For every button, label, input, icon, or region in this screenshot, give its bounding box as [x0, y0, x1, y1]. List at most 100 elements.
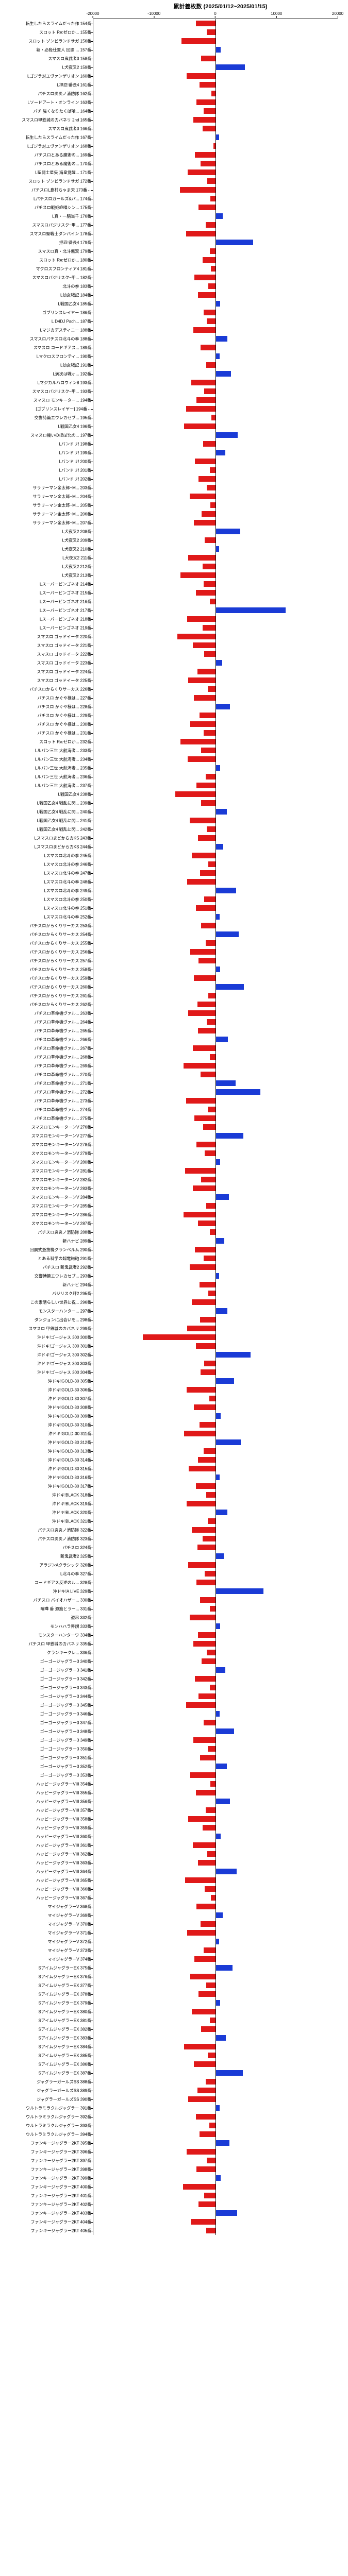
bar [210, 1229, 216, 1235]
row-label: ファンキージャグラー2KT 396番 [30, 2149, 91, 2155]
row-label: ゴーゴージャグラー3 346番 [40, 1711, 91, 1717]
data-row: ファンキージャグラー2KT 405番 [93, 2226, 338, 2235]
row-label: スロット ゾンビランドサガ 172番 [28, 178, 91, 184]
data-row: L犬夜叉2 213番 [93, 571, 338, 580]
row-label: 新ハナビ 289番 [62, 1238, 91, 1244]
bar [216, 660, 222, 666]
data-row: Lマクロスフロンティ... 190番 [93, 352, 338, 361]
row-label: スロット Re:ゼロか... 180番 [39, 257, 91, 263]
data-row: スロット Re:ゼロか... 155番 [93, 28, 338, 37]
row-label: スマスロモンキーターンV 280番 [31, 1159, 91, 1165]
data-row: SアイムジャグラーEX 384番 [93, 2042, 338, 2051]
row-label: Lスーパービンゴネオ 215番 [40, 590, 91, 596]
data-row: ハッピージャグラーVIII 362番 [93, 1850, 338, 1858]
data-row: L戦国乙女4 196番 [93, 422, 338, 431]
row-label: ハッピージャグラーVIII 354番 [36, 1781, 91, 1787]
row-label: パチスロからくりサーカス 253番 [29, 923, 91, 928]
data-row: ゴーゴージャグラー3 347番 [93, 1718, 338, 1727]
row-label: 沖ドキ!BLACK 321番 [52, 1518, 91, 1524]
data-row: Lスマスロ北斗の拳 249番 [93, 886, 338, 895]
data-row: スマスロ ゴッドイータ 223番 [93, 658, 338, 667]
row-label: スマスロ甲鉄城のカバネリ 2nd 165番 [22, 117, 91, 123]
bar [204, 310, 216, 316]
data-row: 沖ドキ!GOLD-30 309番 [93, 1412, 338, 1420]
bar [183, 2184, 216, 2190]
row-label: マイジャグラーV 369番 [47, 1912, 91, 1918]
row-label: パチスロからくりサーカス 257番 [29, 958, 91, 963]
row-tick [91, 1880, 93, 1881]
data-row: パチスロ戦姫絶唱シン... 175番 [93, 203, 338, 212]
bar [216, 1080, 236, 1087]
bar [208, 861, 215, 868]
data-row: スマスロモンキーターンV 277番 [93, 1131, 338, 1140]
bar [211, 415, 215, 421]
bar [216, 529, 241, 535]
row-label: スマスロ聖戦士ダンバイン 178番 [30, 231, 91, 236]
row-label: コードギアス反逆のル... 328番 [35, 1580, 91, 1585]
bar [207, 178, 215, 184]
row-label: バジリスク絆2 295番 [52, 1291, 91, 1296]
row-label: スマスロ ゴッドイータ 224番 [37, 669, 91, 674]
row-tick [91, 549, 93, 550]
data-row: L満次は戦ヶ... 192番 [93, 369, 338, 378]
data-row: サラリーマン金太郎~M... 203番 [93, 483, 338, 492]
data-row: L聖闘士星矢 海皇覚醒... 171番 [93, 168, 338, 177]
row-tick [91, 1600, 93, 1601]
bar [204, 388, 215, 395]
row-tick [91, 1302, 93, 1303]
row-tick [91, 978, 93, 979]
data-row: Lパチスロガールズ&パ... 174番 [93, 194, 338, 203]
data-row: 沖ドキ!GOLD-30 313番 [93, 1447, 338, 1455]
bar [202, 511, 215, 517]
bar [200, 82, 216, 88]
data-row: Lソードアート・オンライン 163番 [93, 98, 338, 107]
bar [198, 958, 215, 964]
row-label: パチスロ かぐや様は... 227番 [38, 695, 91, 701]
row-tick [91, 987, 93, 988]
data-row: Lスーパービンゴネオ 218番 [93, 615, 338, 623]
row-tick [91, 2064, 93, 2065]
bar [216, 1194, 229, 1200]
bar [216, 1439, 241, 1446]
row-label: ファンキージャグラー2KT 404番 [30, 2219, 91, 2225]
data-row: スロット ゾンビランドサガ 172番 [93, 177, 338, 185]
bar [206, 774, 216, 780]
bar [216, 1133, 244, 1139]
row-label: 沖ドキ!GOLD-30 317番 [48, 1483, 91, 1489]
bar [206, 940, 216, 946]
bar [216, 1939, 219, 1945]
bar [216, 1553, 224, 1560]
data-row: パチスロからくりサーカス 257番 [93, 956, 338, 965]
row-label: マイジャグラーV 370番 [47, 1921, 91, 1927]
row-tick [91, 181, 93, 182]
data-row: 転生したらスライムだった作 167番 [93, 133, 338, 142]
bar [201, 161, 216, 167]
bar [207, 1019, 216, 1025]
row-tick [91, 2152, 93, 2153]
row-label: SアイムジャグラーEX 378番 [38, 1991, 91, 1997]
row-label: パチスロ かぐや様は... 231番 [38, 730, 91, 736]
bar [210, 1054, 216, 1060]
row-tick [91, 829, 93, 830]
data-row: パチスロ革命機ヴァル... 269番 [93, 1061, 338, 1070]
bar [201, 800, 215, 806]
row-tick [91, 1810, 93, 1811]
data-row: スマスロ ゴッドイータ 222番 [93, 650, 338, 658]
bar [210, 1606, 216, 1612]
data-row: ウルトラミラクルジャグラー 393番 [93, 2121, 338, 2130]
row-tick [91, 1022, 93, 1023]
bar [180, 187, 216, 193]
row-label: スマスロ鬼武者3 158番 [48, 56, 91, 61]
bar [203, 257, 216, 263]
data-row: 沖ドキ!ゴージャス 300 304番 [93, 1368, 338, 1377]
data-row: サラリーマン金太郎~M... 207番 [93, 518, 338, 527]
data-row: L犬夜叉2 209番 [93, 536, 338, 545]
data-row: 沖ドキ!GOLD-30 305番 [93, 1377, 338, 1385]
row-label: Lスマスロ北斗の拳 251番 [44, 905, 91, 911]
row-label: 沖ドキ!GOLD-30 316番 [48, 1475, 91, 1480]
bar [200, 1317, 216, 1323]
bar [186, 406, 216, 412]
row-label: ゴーゴージャグラー3 340番 [40, 1658, 91, 1664]
bar [192, 1299, 215, 1306]
data-row: ハッピージャグラーVIII 363番 [93, 1858, 338, 1867]
